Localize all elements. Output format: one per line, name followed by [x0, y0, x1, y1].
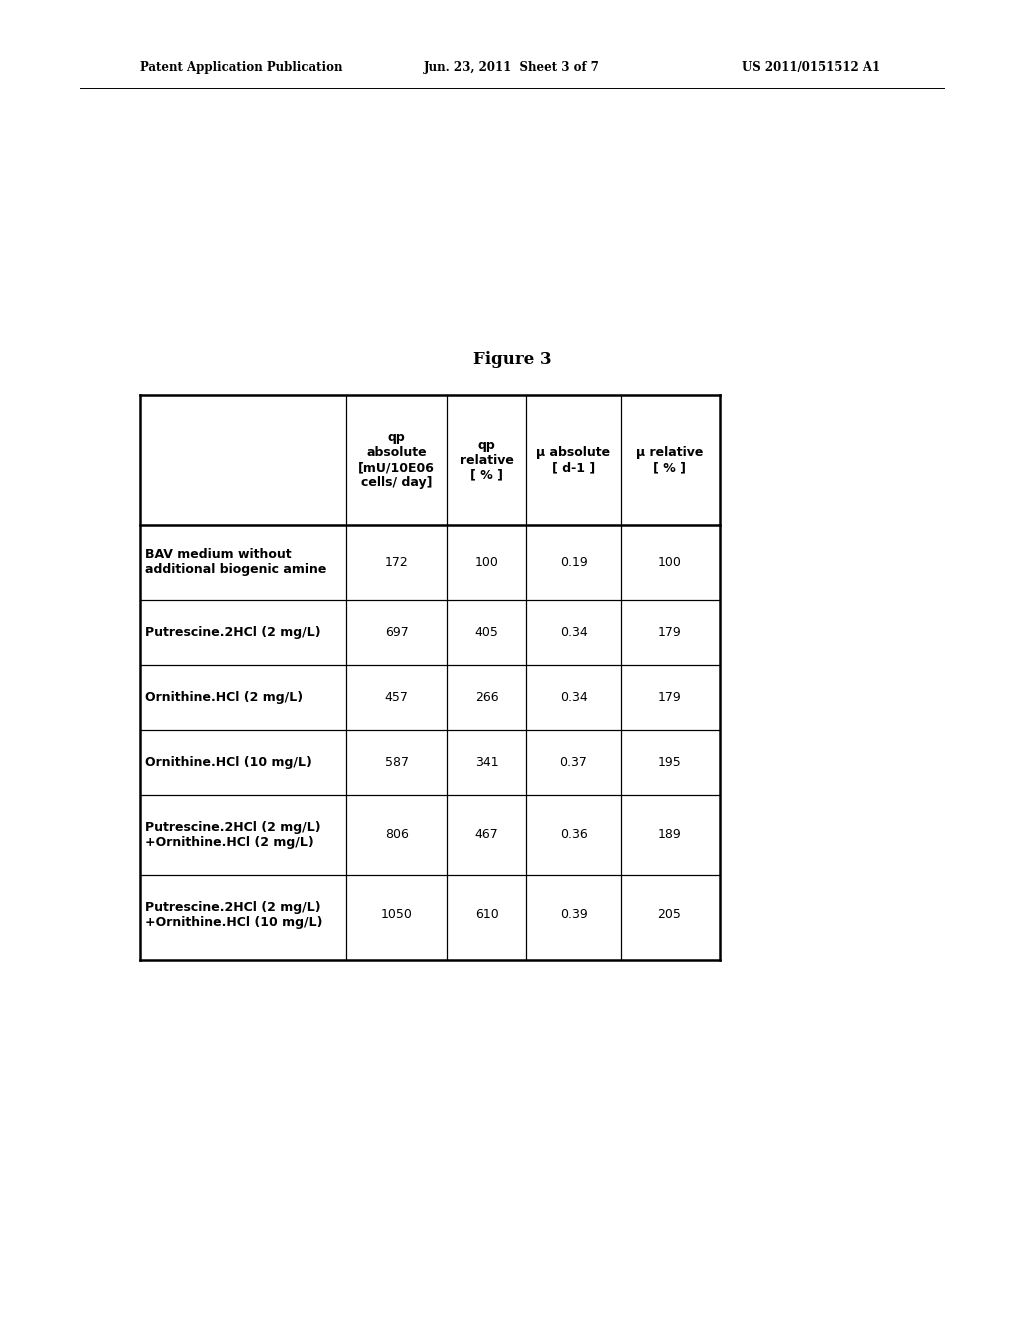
Text: 405: 405: [474, 626, 499, 639]
Text: 697: 697: [385, 626, 409, 639]
Text: 467: 467: [475, 829, 499, 842]
Text: 0.34: 0.34: [560, 690, 588, 704]
Text: 179: 179: [657, 690, 681, 704]
Text: Figure 3: Figure 3: [473, 351, 551, 368]
Text: 0.37: 0.37: [559, 756, 588, 770]
Text: μ relative
[ % ]: μ relative [ % ]: [636, 446, 702, 474]
Text: 1050: 1050: [381, 908, 413, 921]
Text: Patent Application Publication: Patent Application Publication: [140, 62, 342, 74]
Text: 179: 179: [657, 626, 681, 639]
Text: 341: 341: [475, 756, 499, 770]
Text: 610: 610: [475, 908, 499, 921]
Text: Putrescine.2HCl (2 mg/L): Putrescine.2HCl (2 mg/L): [145, 626, 321, 639]
Text: Ornithine.HCl (10 mg/L): Ornithine.HCl (10 mg/L): [145, 756, 312, 770]
Text: 189: 189: [657, 829, 681, 842]
Text: Putrescine.2HCl (2 mg/L)
+Ornithine.HCl (2 mg/L): Putrescine.2HCl (2 mg/L) +Ornithine.HCl …: [145, 821, 321, 849]
Text: 205: 205: [657, 908, 681, 921]
Text: 0.36: 0.36: [560, 829, 588, 842]
Text: 100: 100: [474, 556, 499, 569]
Text: 195: 195: [657, 756, 681, 770]
Text: 587: 587: [385, 756, 409, 770]
Text: 100: 100: [657, 556, 681, 569]
Text: 172: 172: [385, 556, 409, 569]
Text: 0.34: 0.34: [560, 626, 588, 639]
Text: qp
relative
[ % ]: qp relative [ % ]: [460, 438, 513, 482]
Text: 0.19: 0.19: [560, 556, 588, 569]
Text: 806: 806: [385, 829, 409, 842]
Text: μ absolute
[ d-1 ]: μ absolute [ d-1 ]: [537, 446, 610, 474]
Text: Ornithine.HCl (2 mg/L): Ornithine.HCl (2 mg/L): [145, 690, 303, 704]
Text: 266: 266: [475, 690, 499, 704]
Text: Putrescine.2HCl (2 mg/L)
+Ornithine.HCl (10 mg/L): Putrescine.2HCl (2 mg/L) +Ornithine.HCl …: [145, 902, 323, 929]
Text: qp
absolute
[mU/10E06
cells/ day]: qp absolute [mU/10E06 cells/ day]: [358, 432, 435, 488]
Text: BAV medium without
additional biogenic amine: BAV medium without additional biogenic a…: [145, 549, 327, 577]
Text: US 2011/0151512 A1: US 2011/0151512 A1: [741, 62, 880, 74]
Text: 457: 457: [385, 690, 409, 704]
Text: Jun. 23, 2011  Sheet 3 of 7: Jun. 23, 2011 Sheet 3 of 7: [424, 62, 600, 74]
Text: 0.39: 0.39: [560, 908, 588, 921]
